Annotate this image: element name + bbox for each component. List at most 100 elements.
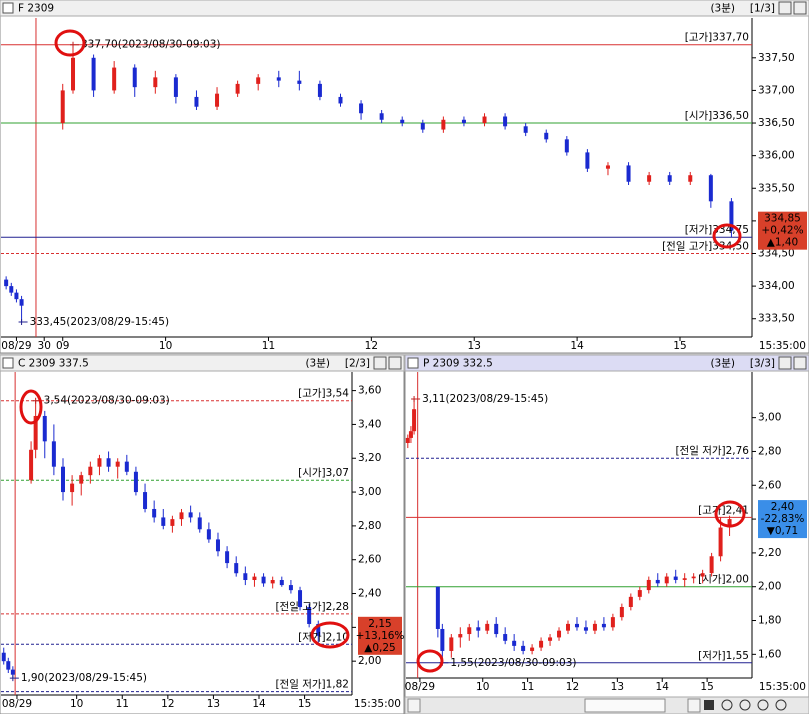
panel	[0, 0, 809, 354]
candle-body	[97, 458, 102, 467]
candle-body	[619, 606, 624, 618]
reference-label: [시가]2,00	[698, 574, 749, 586]
settings-button[interactable]	[373, 356, 387, 370]
candle-body	[548, 637, 553, 641]
zoom-out[interactable]	[739, 699, 751, 711]
period: (3분)	[305, 358, 330, 370]
x-tick-label: 08/29	[2, 698, 32, 710]
y-tick-label: 2,80	[358, 520, 381, 532]
candle-body	[729, 201, 734, 231]
close-button[interactable]	[388, 356, 402, 370]
x-tick-label: 13	[611, 681, 624, 693]
candle-body	[60, 466, 65, 493]
settings-button[interactable]	[778, 1, 792, 15]
candle-body	[476, 627, 481, 631]
scroll-right[interactable]	[687, 698, 701, 713]
x-end-label: 15:35:00	[759, 340, 806, 352]
scrollbar[interactable]	[404, 696, 809, 714]
annotation-marker	[18, 318, 28, 325]
reference-label: [시가]3,07	[298, 467, 349, 479]
settings-button[interactable]	[778, 356, 792, 370]
candle-body	[234, 563, 239, 574]
highlight-circles	[19, 29, 746, 673]
reference-label: [저가]1,55	[698, 650, 749, 662]
period: (3분)	[710, 3, 735, 15]
checkbox[interactable]	[2, 357, 14, 369]
price-box	[758, 211, 807, 250]
title-bar	[0, 0, 809, 17]
candle-body	[288, 585, 293, 591]
zoom-reset[interactable]	[757, 699, 769, 711]
scroll-left[interactable]	[407, 698, 421, 713]
y-tick-label: 337,00	[758, 84, 795, 96]
candle-body	[544, 132, 549, 140]
candle-body	[530, 647, 535, 651]
candle-body	[152, 508, 157, 518]
candle-body	[161, 517, 166, 526]
annotation: 1,55(2023/08/30-09:03)	[450, 657, 576, 669]
title-bar	[0, 354, 405, 372]
close-button[interactable]	[793, 1, 807, 15]
candle-body	[709, 556, 714, 574]
y-tick-label: 336,00	[758, 150, 795, 162]
candle-body	[42, 415, 47, 442]
candle-body	[673, 576, 678, 580]
checkbox[interactable]	[2, 2, 14, 14]
candle-body	[494, 623, 499, 635]
annotation: 3,54(2023/08/30-09:03)	[44, 395, 170, 407]
y-tick-label: 3,00	[358, 486, 381, 498]
title-bar	[404, 354, 809, 372]
checkbox[interactable]	[407, 357, 419, 369]
reference-label: [전일 고가]334,50	[662, 239, 749, 252]
candle-body	[252, 576, 257, 581]
scroll-thumb[interactable]	[584, 698, 666, 713]
candle-body	[482, 116, 487, 124]
candle-body	[132, 67, 137, 88]
candle-body	[225, 551, 230, 564]
x-tick-label: 14	[252, 698, 266, 710]
candle-body	[133, 471, 138, 493]
candle-body	[512, 640, 517, 646]
candle-body	[79, 475, 84, 484]
candle-body	[173, 77, 178, 97]
zoom-in[interactable]	[721, 699, 733, 711]
chart-title: F 2309	[18, 3, 54, 15]
annotation-marker	[70, 41, 80, 48]
price-box	[358, 616, 402, 655]
candle-body	[124, 461, 129, 472]
close-button[interactable]	[793, 356, 807, 370]
panel	[0, 354, 405, 714]
candle-body	[276, 77, 281, 81]
highlight-circle	[416, 649, 444, 673]
x-tick-label: 12	[566, 681, 579, 693]
annotation: 333,45(2023/08/29-15:45)	[30, 316, 170, 328]
x-tick-label: 14	[570, 340, 584, 352]
stop-button[interactable]	[704, 700, 714, 710]
y-tick-label: 2,00	[358, 655, 381, 667]
y-tick-label: 3,00	[758, 412, 781, 424]
x-tick-label: 12	[365, 340, 378, 352]
candle-body	[539, 640, 544, 648]
candle-body	[33, 415, 38, 450]
candle-body	[338, 96, 343, 104]
candle-body	[420, 123, 425, 130]
candle-body	[170, 519, 175, 526]
candle-body	[521, 645, 526, 651]
price-box-line: 2,15	[368, 618, 391, 630]
candle-body	[564, 139, 569, 153]
period: (3분)	[710, 358, 735, 370]
zoom-fit[interactable]	[775, 699, 787, 711]
highlight-circle	[714, 500, 746, 528]
candle-body	[628, 596, 633, 607]
price-box-line: +13,16%	[356, 630, 405, 642]
x-tick-label: 15	[673, 340, 686, 352]
y-tick-label: 334,50	[758, 247, 795, 259]
highlight-circle	[54, 29, 86, 57]
x-tick-label: 13	[207, 698, 220, 710]
annotation: 1,90(2023/08/29-15:45)	[21, 672, 147, 684]
candle-body	[206, 529, 211, 540]
candle-body	[179, 512, 184, 520]
reference-label: [전일 저가]2,76	[675, 444, 749, 457]
annotation: 3,11(2023/08/29-15:45)	[422, 393, 548, 405]
